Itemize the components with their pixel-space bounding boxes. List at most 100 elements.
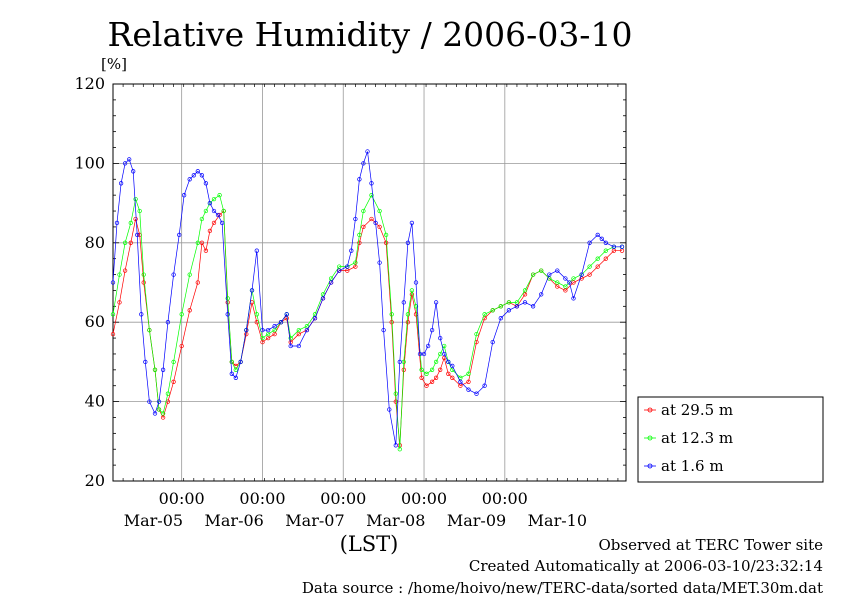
data-point [203, 248, 209, 253]
data-point [337, 264, 342, 269]
data-point [203, 208, 209, 214]
data-point [128, 220, 133, 226]
legend-box [637, 396, 824, 483]
y-tick-label: 60 [85, 312, 105, 331]
data-point [539, 268, 544, 273]
data-point [345, 264, 350, 269]
data-point [133, 196, 138, 202]
data-point [409, 220, 415, 226]
data-point [357, 232, 362, 238]
data-point [272, 331, 277, 337]
data-point [530, 272, 536, 277]
data-point [595, 256, 600, 261]
data-point [498, 304, 503, 309]
data-point [587, 240, 592, 245]
data-point [199, 240, 205, 245]
data-point [135, 232, 140, 238]
data-point [278, 320, 284, 325]
data-point [433, 300, 439, 305]
data-point [571, 276, 576, 281]
data-point [187, 308, 192, 313]
series-at-29-5-m [110, 208, 625, 448]
data-point [397, 359, 402, 365]
data-point [118, 181, 124, 186]
data-point [442, 351, 447, 357]
data-point [567, 280, 572, 285]
series-line [112, 151, 622, 446]
y-tick-label: 100 [74, 153, 105, 172]
data-point [211, 220, 217, 226]
data-point [179, 343, 184, 349]
data-point [141, 280, 146, 285]
y-axis-ticks: 20 40 60 80 100 120 [74, 74, 626, 490]
data-point [260, 327, 265, 333]
data-point [413, 280, 419, 285]
data-point [383, 232, 389, 238]
data-point [490, 308, 495, 313]
data-point [490, 339, 495, 345]
legend: at 29.5 m at 12.3 m at 1.6 m [637, 396, 824, 483]
data-point [288, 335, 293, 341]
data-point [547, 272, 552, 277]
legend-label: at 12.3 m [661, 429, 733, 447]
data-point [595, 264, 600, 269]
data-point [611, 244, 617, 249]
data-point [260, 335, 265, 341]
data-point [474, 331, 479, 337]
data-point [337, 268, 342, 273]
data-point [571, 280, 576, 285]
series-line [112, 194, 622, 450]
data-point [429, 367, 435, 372]
data-point [320, 296, 326, 301]
data-point [122, 240, 128, 245]
data-point [419, 367, 424, 372]
data-point [417, 351, 423, 357]
x-date-label: Mar-10 [528, 511, 587, 530]
data-point [377, 224, 382, 230]
data-point [215, 212, 221, 218]
data-point [229, 359, 234, 365]
data-point [288, 343, 293, 349]
data-point [179, 312, 184, 317]
data-point [165, 320, 171, 325]
data-point [187, 272, 192, 277]
data-point [539, 292, 544, 297]
data-point [393, 391, 398, 396]
data-point [160, 415, 166, 420]
data-point [377, 208, 382, 214]
data-point [110, 312, 116, 317]
data-point [217, 193, 222, 198]
data-point [438, 351, 443, 357]
data-point [433, 359, 439, 365]
data-point [369, 216, 374, 222]
data-point [405, 312, 411, 317]
data-point [353, 260, 358, 265]
data-point [249, 288, 255, 293]
data-point [466, 371, 471, 376]
data-point [195, 240, 200, 245]
data-point [369, 181, 374, 186]
data-point [233, 375, 238, 380]
data-point [177, 232, 182, 238]
data-point [603, 240, 608, 245]
data-point [225, 296, 230, 301]
data-point [133, 216, 138, 222]
data-point [357, 240, 362, 245]
data-point [147, 327, 152, 333]
data-point [147, 399, 152, 404]
data-point [143, 359, 148, 365]
data-point [260, 339, 265, 345]
data-point [563, 276, 568, 281]
data-point [156, 399, 162, 404]
data-point [187, 177, 192, 182]
data-point [429, 327, 435, 333]
data-point [265, 331, 271, 337]
data-point [345, 268, 350, 273]
y-tick-label: 80 [85, 233, 105, 252]
data-point [619, 244, 625, 249]
data-point [421, 351, 427, 357]
data-point [397, 447, 402, 452]
plot-frame [112, 83, 627, 482]
legend-swatch-marker [647, 407, 653, 413]
